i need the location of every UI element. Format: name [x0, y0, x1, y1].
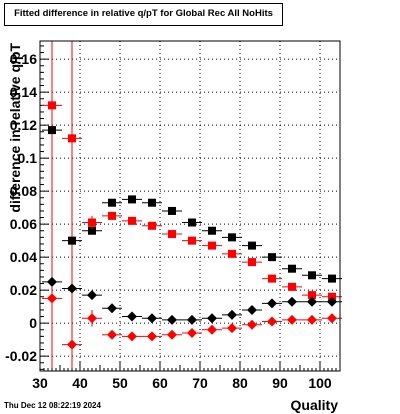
x-tick-label: 80	[232, 375, 248, 391]
data-point-diamond	[127, 311, 137, 322]
data-point-diamond	[47, 276, 57, 287]
data-point-diamond	[87, 290, 97, 301]
x-tick-label: 90	[272, 375, 288, 391]
x-tick-label: 100	[308, 375, 332, 391]
data-point-diamond	[287, 314, 297, 325]
data-point-diamond	[267, 316, 277, 327]
chart-title-box: Fitted difference in relative q/pT for G…	[4, 3, 283, 26]
data-point-diamond	[227, 309, 237, 320]
data-point-square	[168, 206, 176, 215]
data-point-diamond	[287, 296, 297, 307]
y-tick-label: 0.04	[10, 249, 37, 265]
y-tick-label: 0.1	[18, 150, 38, 166]
data-point-square	[248, 258, 256, 267]
y-tick-label: 0.02	[10, 282, 37, 298]
data-point-diamond	[147, 331, 157, 342]
y-tick-label: 0.14	[10, 84, 37, 100]
y-axis-title: difference in relative q/pT	[7, 43, 23, 213]
data-point-square	[308, 291, 316, 300]
data-point-square	[148, 221, 156, 230]
data-point-diamond	[267, 298, 277, 309]
data-point-diamond	[307, 314, 317, 325]
x-tick-label: 60	[152, 375, 168, 391]
data-point-square	[68, 134, 76, 143]
data-point-square	[128, 195, 136, 204]
timestamp: Thu Dec 12 08:22:19 2024	[4, 401, 101, 410]
data-point-diamond	[327, 313, 337, 324]
data-point-diamond	[227, 323, 237, 334]
data-point-diamond	[107, 329, 117, 340]
data-point-square	[48, 126, 56, 135]
data-point-square	[228, 233, 236, 242]
data-point-square	[168, 230, 176, 239]
data-point-square	[228, 249, 236, 258]
y-tick-label: -0.02	[5, 348, 37, 364]
data-point-square	[208, 241, 216, 250]
data-point-diamond	[67, 283, 77, 294]
data-point-square	[268, 253, 276, 262]
data-point-square	[268, 274, 276, 283]
data-point-square	[88, 218, 96, 227]
y-tick-label: 0.16	[10, 51, 37, 67]
y-tick-label: 0	[29, 315, 37, 331]
x-tick-label: 40	[72, 375, 88, 391]
x-tick-label: 70	[192, 375, 208, 391]
x-tick-label: 30	[32, 375, 48, 391]
data-point-diamond	[67, 339, 77, 350]
data-point-square	[128, 216, 136, 225]
chart-title: Fitted difference in relative q/pT for G…	[14, 8, 273, 19]
data-point-diamond	[147, 313, 157, 324]
data-point-square	[188, 236, 196, 245]
data-point-diamond	[167, 314, 177, 325]
data-point-diamond	[167, 329, 177, 340]
data-point-diamond	[207, 313, 217, 324]
data-point-square	[48, 101, 56, 110]
data-point-diamond	[187, 328, 197, 339]
data-point-square	[88, 226, 96, 235]
data-point-square	[108, 211, 116, 220]
data-point-diamond	[187, 314, 197, 325]
data-point-square	[308, 271, 316, 280]
data-point-diamond	[307, 296, 317, 307]
data-point-square	[288, 282, 296, 291]
data-point-diamond	[127, 331, 137, 342]
data-point-diamond	[47, 293, 57, 304]
y-tick-label: 0.08	[10, 183, 37, 199]
data-point-square	[108, 198, 116, 207]
data-point-diamond	[327, 296, 337, 307]
data-point-diamond	[247, 319, 257, 330]
plot-frame	[39, 40, 341, 372]
data-point-square	[208, 226, 216, 235]
data-point-square	[248, 241, 256, 250]
data-point-diamond	[247, 304, 257, 315]
data-point-diamond	[207, 324, 217, 335]
data-point-square	[288, 264, 296, 273]
x-tick-label: 50	[112, 375, 128, 391]
y-tick-label: 0.06	[10, 216, 37, 232]
x-axis-title: Quality	[291, 397, 339, 413]
data-point-square	[328, 274, 336, 283]
data-point-square	[148, 198, 156, 207]
data-point-diamond	[87, 313, 97, 324]
data-point-square	[188, 218, 196, 227]
data-point-square	[68, 236, 76, 245]
data-point-diamond	[107, 303, 117, 314]
y-tick-label: 0.12	[10, 117, 37, 133]
